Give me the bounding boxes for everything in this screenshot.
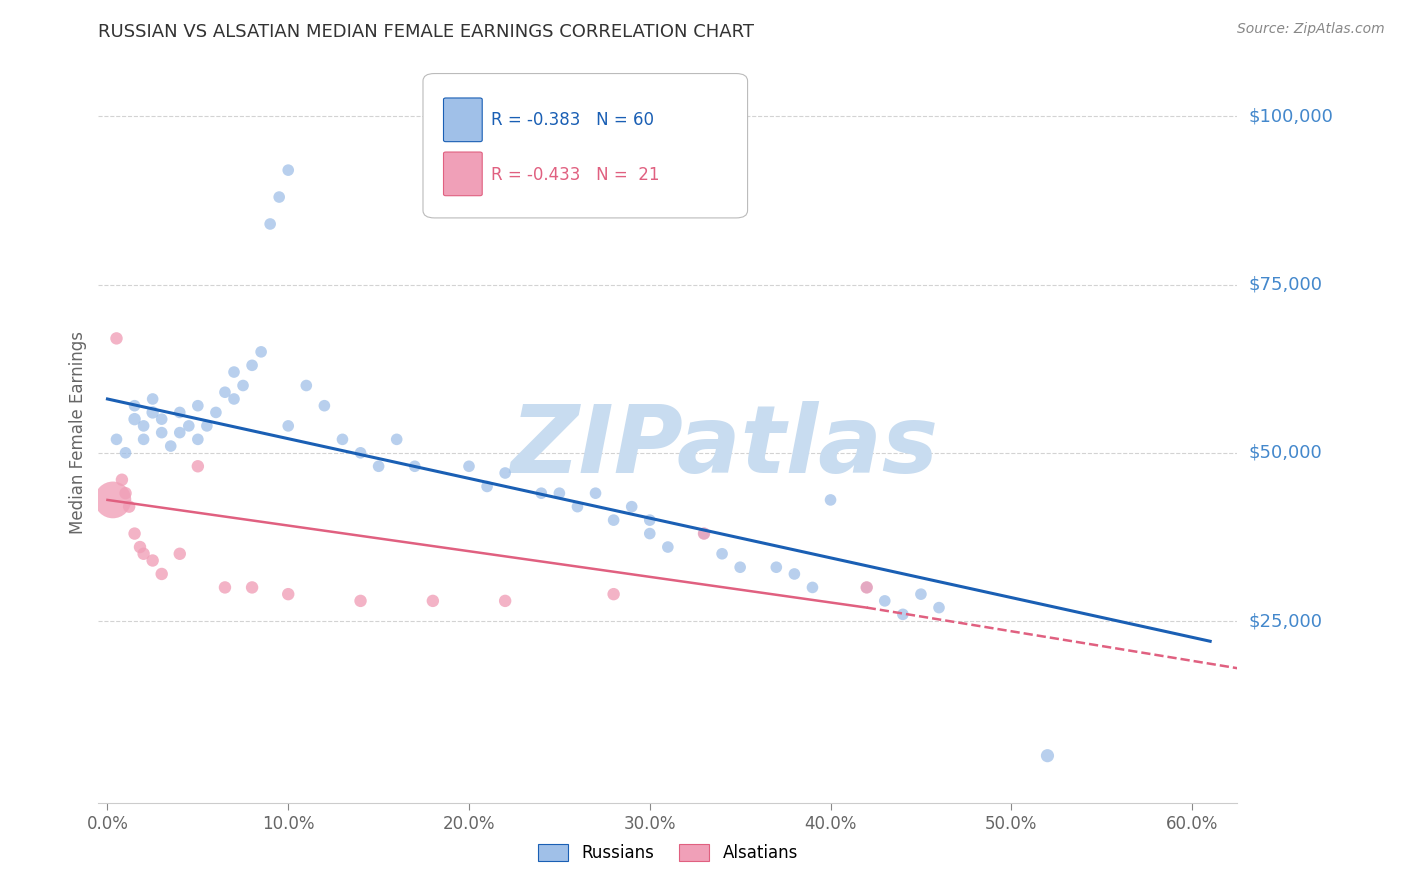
Text: ZIPatlas: ZIPatlas — [510, 401, 939, 493]
Point — [132, 433, 155, 447]
Point — [222, 392, 245, 406]
Point — [349, 446, 371, 460]
Point — [169, 405, 191, 419]
Point — [187, 399, 209, 413]
Point — [259, 217, 281, 231]
Point — [250, 344, 273, 359]
Point — [602, 587, 624, 601]
Point — [124, 412, 146, 426]
Point — [567, 500, 589, 514]
Point — [129, 540, 152, 554]
Point — [187, 433, 209, 447]
Point — [150, 412, 173, 426]
Point — [602, 513, 624, 527]
Text: RUSSIAN VS ALSATIAN MEDIAN FEMALE EARNINGS CORRELATION CHART: RUSSIAN VS ALSATIAN MEDIAN FEMALE EARNIN… — [98, 23, 755, 41]
Text: $25,000: $25,000 — [1249, 612, 1323, 630]
Point — [105, 433, 128, 447]
Point — [422, 594, 444, 608]
Point — [585, 486, 607, 500]
Point — [711, 547, 734, 561]
Point — [728, 560, 751, 574]
Point — [314, 399, 336, 413]
Point — [111, 473, 134, 487]
Point — [277, 587, 299, 601]
FancyBboxPatch shape — [443, 152, 482, 195]
Point — [657, 540, 679, 554]
Point — [124, 526, 146, 541]
Point — [124, 399, 146, 413]
Text: $100,000: $100,000 — [1249, 107, 1333, 125]
Point — [142, 405, 165, 419]
Point — [548, 486, 571, 500]
Point — [269, 190, 291, 204]
Point — [530, 486, 553, 500]
Y-axis label: Median Female Earnings: Median Female Earnings — [69, 331, 87, 534]
Point — [232, 378, 254, 392]
Point — [150, 566, 173, 581]
Point — [114, 446, 136, 460]
Point — [620, 500, 643, 514]
Point — [367, 459, 389, 474]
Legend: Russians, Alsatians: Russians, Alsatians — [531, 837, 804, 869]
Point — [195, 418, 218, 433]
Point — [222, 365, 245, 379]
Point — [638, 526, 661, 541]
Point — [820, 492, 842, 507]
Point — [1036, 748, 1059, 763]
Text: Source: ZipAtlas.com: Source: ZipAtlas.com — [1237, 22, 1385, 37]
Point — [349, 594, 371, 608]
FancyBboxPatch shape — [423, 73, 748, 218]
Point — [214, 385, 236, 400]
Point — [494, 594, 516, 608]
Point — [385, 433, 408, 447]
Point — [142, 553, 165, 567]
Point — [873, 594, 896, 608]
Point — [783, 566, 806, 581]
Point — [693, 526, 716, 541]
Point — [132, 547, 155, 561]
Point — [277, 418, 299, 433]
Point — [169, 425, 191, 440]
Text: R = -0.383   N = 60: R = -0.383 N = 60 — [491, 112, 654, 129]
Point — [187, 459, 209, 474]
FancyBboxPatch shape — [443, 98, 482, 142]
Point — [277, 163, 299, 178]
Point — [928, 600, 950, 615]
Point — [494, 466, 516, 480]
Point — [638, 513, 661, 527]
Point — [693, 526, 716, 541]
Text: $50,000: $50,000 — [1249, 444, 1322, 462]
Point — [332, 433, 354, 447]
Point — [855, 581, 877, 595]
Point — [118, 500, 141, 514]
Point — [114, 486, 136, 500]
Point — [101, 492, 124, 507]
Point — [765, 560, 787, 574]
Point — [169, 547, 191, 561]
Point — [475, 479, 498, 493]
Text: $75,000: $75,000 — [1249, 276, 1323, 293]
Point — [240, 581, 263, 595]
Point — [295, 378, 318, 392]
Point — [105, 331, 128, 345]
Point — [205, 405, 228, 419]
Point — [240, 359, 263, 373]
Point — [177, 418, 200, 433]
Point — [891, 607, 914, 622]
Point — [142, 392, 165, 406]
Point — [404, 459, 426, 474]
Point — [910, 587, 932, 601]
Point — [159, 439, 181, 453]
Point — [150, 425, 173, 440]
Point — [801, 581, 824, 595]
Point — [458, 459, 481, 474]
Text: R = -0.433   N =  21: R = -0.433 N = 21 — [491, 166, 659, 184]
Point — [132, 418, 155, 433]
Point — [855, 581, 877, 595]
Point — [214, 581, 236, 595]
